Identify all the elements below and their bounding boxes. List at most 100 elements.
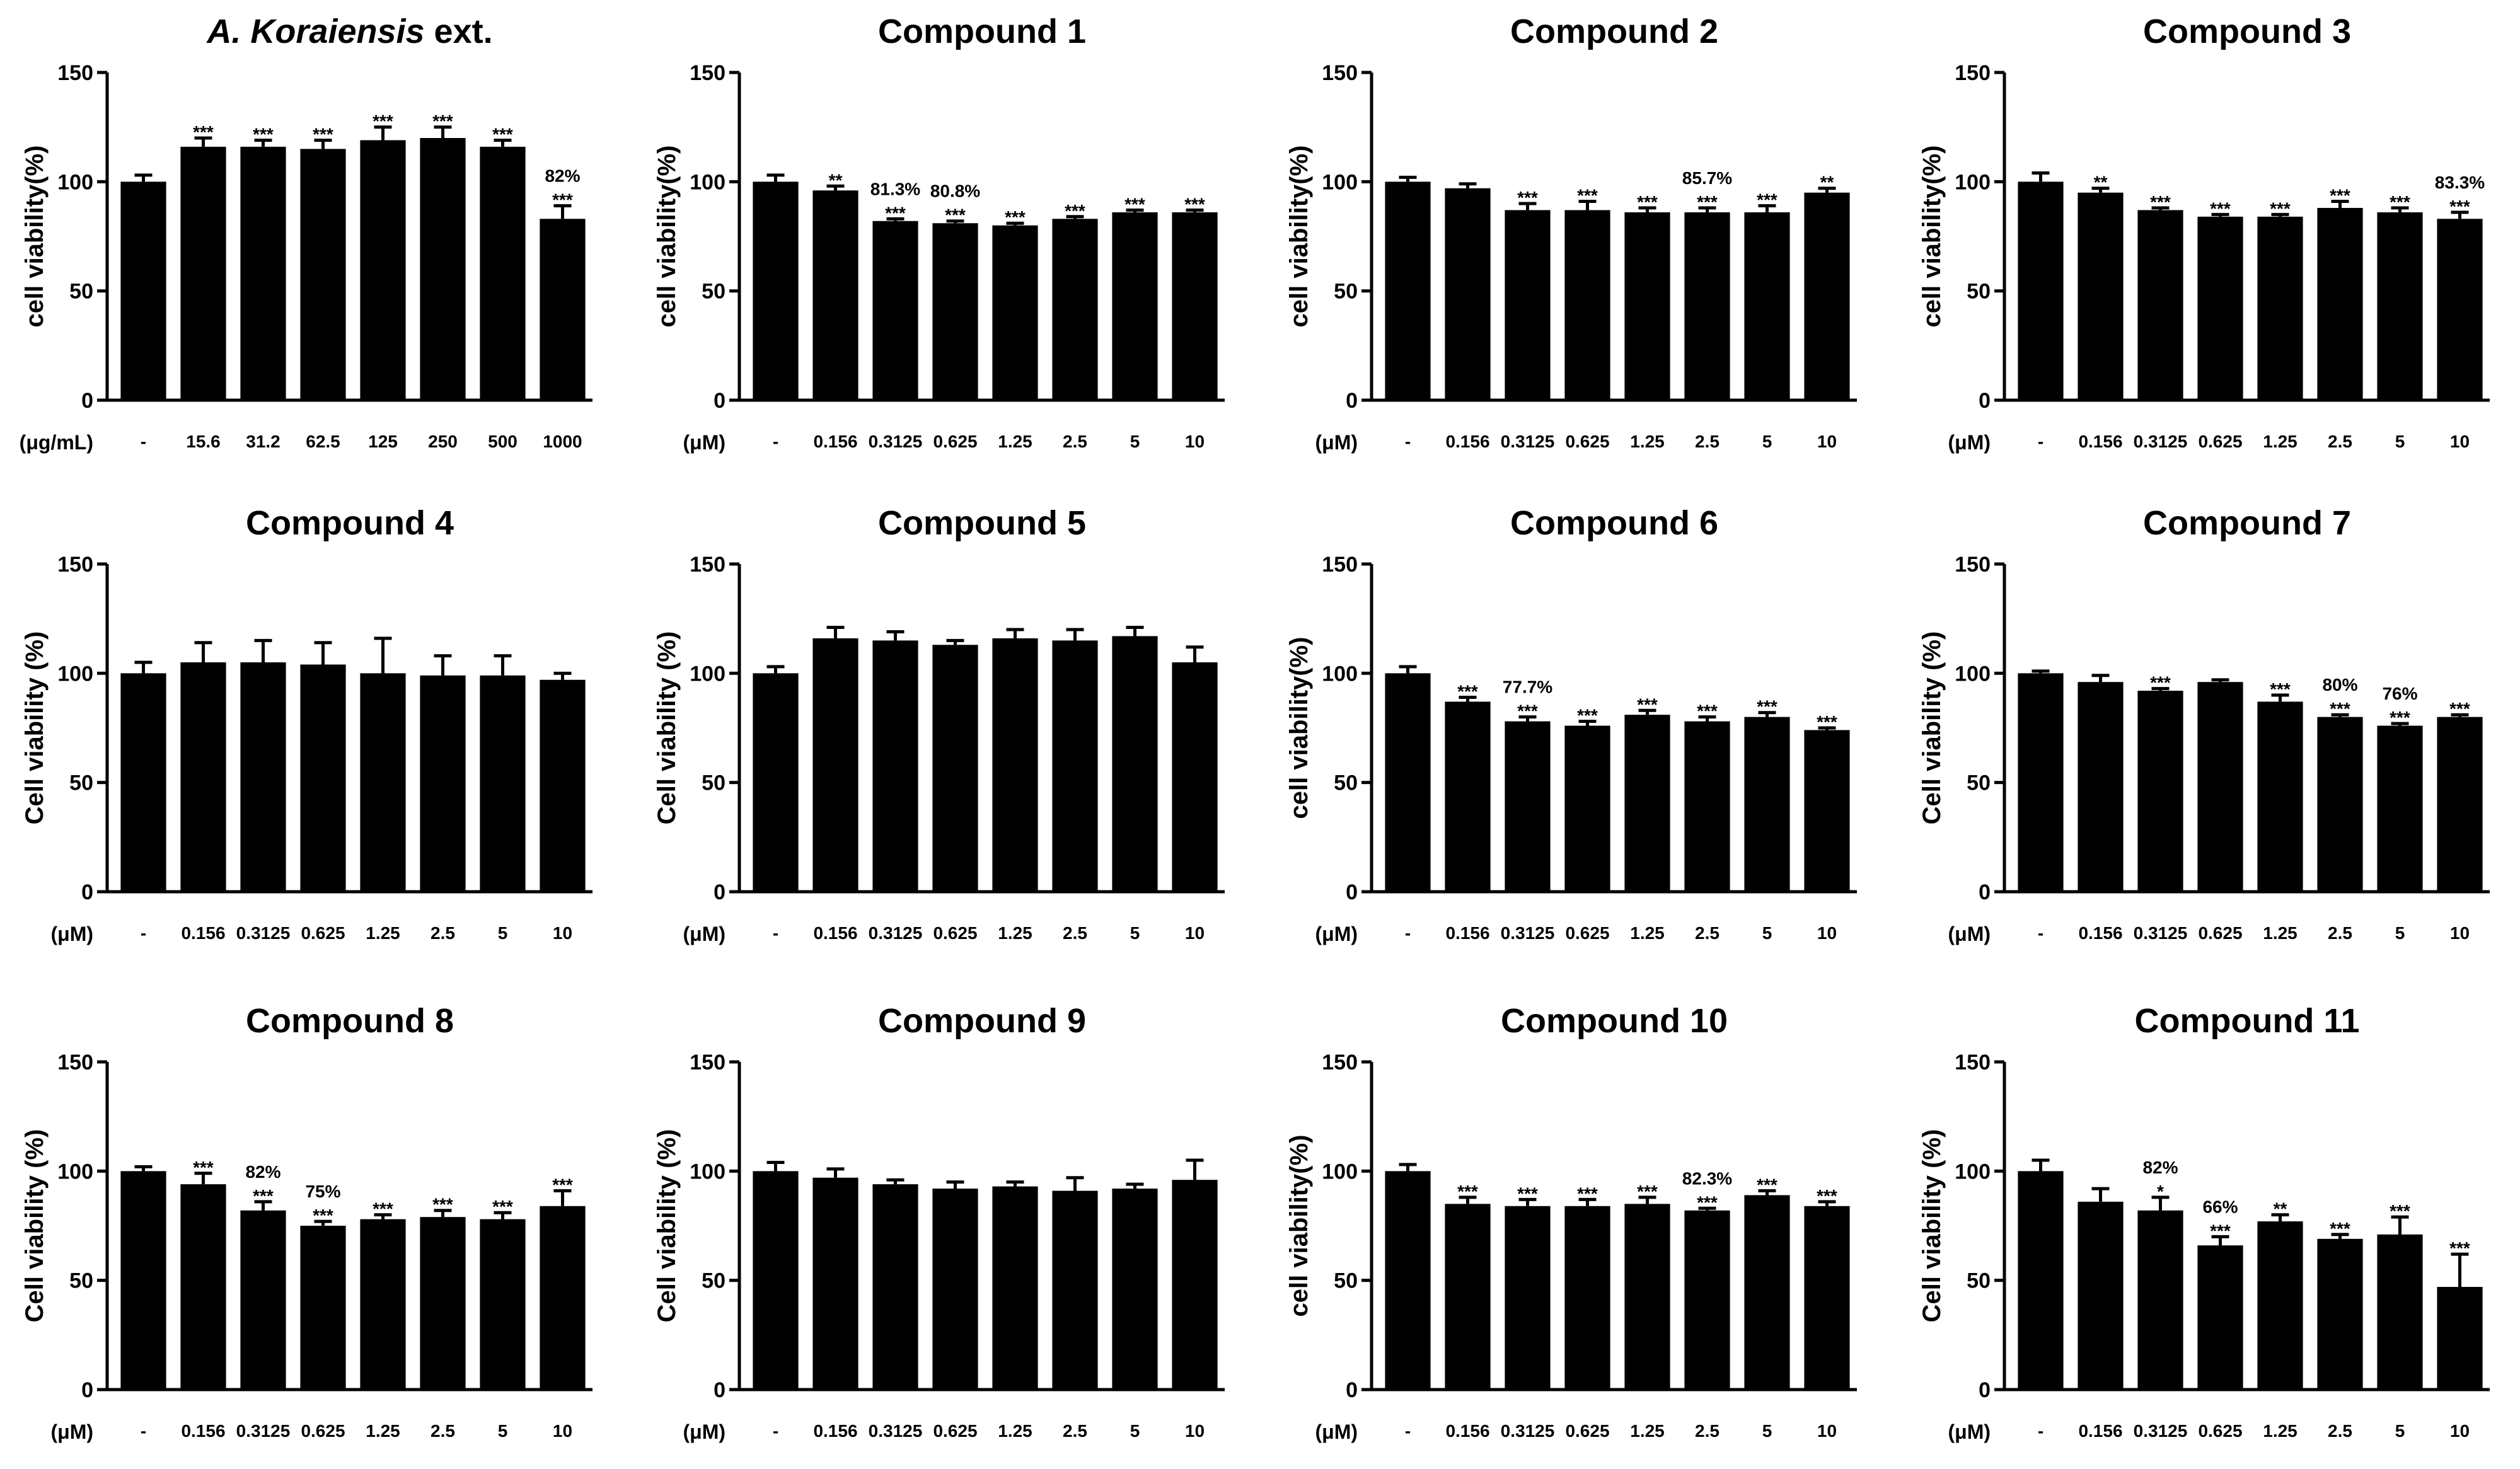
x-tick-label: 10 [2450, 923, 2470, 943]
significance-marker: *** [1757, 190, 1777, 209]
significance-marker: *** [2390, 708, 2410, 727]
bar [2018, 181, 2064, 400]
y-tick-label: 100 [690, 1160, 725, 1184]
x-unit-label: (μM) [1315, 1420, 1358, 1443]
bar [1445, 188, 1491, 400]
x-tick-label: - [141, 432, 146, 451]
chart-panel-10: Compound 9 Cell viability (%) 0 50 100 150 - 0.… [653, 1002, 1225, 1443]
significance-marker: *** [193, 1158, 214, 1177]
x-unit-label: (μM) [683, 1420, 725, 1443]
y-tick-label: 150 [1955, 1051, 1991, 1074]
y-tick-label: 150 [1322, 553, 1358, 577]
x-tick-label: - [773, 432, 778, 451]
significance-marker: *** [492, 1197, 513, 1216]
y-tick-label: 0 [714, 389, 725, 413]
x-tick-label: 0.156 [1445, 1421, 1489, 1441]
y-tick-label: 0 [1346, 389, 1358, 413]
x-tick-label: 10 [1817, 923, 1837, 943]
y-tick-label: 50 [702, 771, 725, 795]
bar [872, 221, 918, 400]
x-tick-label: 500 [488, 432, 517, 451]
significance-marker: *** [1817, 712, 1837, 732]
bar [1505, 721, 1551, 892]
x-tick-label: 1.25 [2263, 923, 2297, 943]
significance-marker: *** [1697, 701, 1718, 721]
chart-panel-2: Compound 1 cell viability(%) 0 50 100 150 - ** 0… [653, 13, 1225, 454]
significance-marker: *** [1817, 1186, 1837, 1206]
y-tick-label: 0 [1979, 1378, 1991, 1402]
bar [1385, 673, 1431, 892]
x-tick-label: 0.625 [933, 1421, 977, 1441]
bar [753, 673, 799, 892]
x-tick-label: 5 [1762, 1421, 1772, 1441]
significance-marker: *** [373, 112, 393, 131]
significance-marker: *** [1517, 188, 1538, 207]
x-tick-label: 0.3125 [1501, 1421, 1555, 1441]
significance-marker: *** [1757, 1175, 1777, 1195]
bar [420, 138, 466, 400]
bar [480, 1219, 526, 1390]
x-unit-label: (μg/mL) [20, 431, 93, 454]
significance-marker: *** [2449, 1238, 2470, 1258]
bar [1624, 715, 1670, 892]
y-tick-label: 100 [57, 170, 93, 194]
x-unit-label: (μM) [1948, 923, 1991, 945]
x-unit-label: (μM) [1315, 431, 1358, 454]
bar [180, 662, 226, 892]
y-tick-label: 100 [1955, 170, 1991, 194]
bar [2257, 701, 2303, 892]
significance-marker: *** [313, 124, 333, 144]
bar [120, 673, 166, 892]
significance-marker: *** [1637, 192, 1658, 212]
x-unit-label: (μM) [50, 1420, 93, 1443]
y-tick-label: 50 [1967, 1269, 1991, 1293]
y-tick-label: 100 [57, 662, 93, 686]
chart-title: Compound 7 [2143, 504, 2351, 542]
significance-marker: *** [1577, 706, 1598, 725]
percent-annotation: 82.3% [1682, 1168, 1732, 1188]
chart-title: Compound 1 [878, 13, 1086, 50]
bar [2377, 1234, 2423, 1390]
significance-marker: *** [552, 1175, 573, 1195]
y-tick-label: 50 [1334, 771, 1358, 795]
x-tick-label: 0.625 [933, 923, 977, 943]
x-tick-label: 10 [553, 1421, 572, 1441]
y-tick-label: 0 [1346, 1378, 1358, 1402]
bar [180, 146, 226, 400]
y-tick-label: 0 [81, 880, 93, 904]
chart-panel-5: Compound 4 Cell viability (%) 0 50 100 150 - 0.… [21, 504, 592, 945]
y-axis-label: Cell viability (%) [21, 1129, 49, 1323]
bar [1385, 1171, 1431, 1390]
bar [2137, 1210, 2183, 1390]
x-tick-label: 2.5 [1063, 1421, 1087, 1441]
bar [1505, 1206, 1551, 1390]
significance-marker: *** [1124, 194, 1145, 214]
bar [240, 662, 286, 892]
y-tick-label: 50 [69, 1269, 93, 1293]
bar [1112, 212, 1158, 400]
percent-annotation: 80% [2322, 675, 2357, 694]
x-tick-label: 0.625 [1565, 432, 1609, 451]
x-tick-label: 0.156 [1445, 923, 1489, 943]
x-tick-label: 250 [428, 432, 458, 451]
significance-marker: *** [432, 1195, 453, 1214]
y-axis-label: cell viability(%) [1285, 146, 1313, 328]
bar [992, 1186, 1038, 1390]
percent-annotation: 80.8% [930, 181, 980, 201]
x-tick-label: 0.156 [181, 923, 225, 943]
percent-annotation: 81.3% [870, 179, 920, 199]
x-tick-label: 10 [1817, 432, 1837, 451]
bar [1172, 212, 1218, 400]
bar [1624, 212, 1670, 400]
y-tick-label: 150 [690, 1051, 725, 1074]
bar [812, 190, 858, 400]
x-unit-label: (μM) [683, 431, 725, 454]
bar [2197, 1245, 2243, 1390]
y-tick-label: 150 [57, 1051, 93, 1074]
bar [480, 146, 526, 400]
y-tick-label: 50 [1334, 1269, 1358, 1293]
y-tick-label: 150 [57, 61, 93, 85]
y-axis-label: cell viability(%) [1285, 637, 1313, 819]
bar [2377, 725, 2423, 892]
x-tick-label: 1.25 [998, 432, 1032, 451]
